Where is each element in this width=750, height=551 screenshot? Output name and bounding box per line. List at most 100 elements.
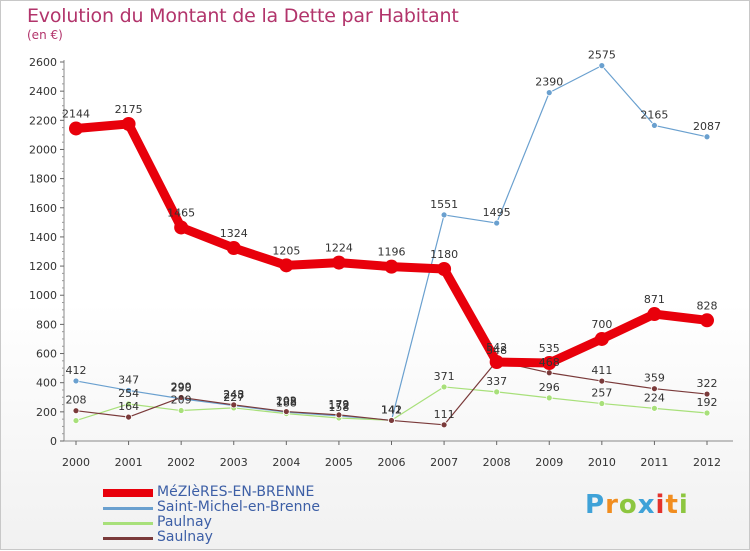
x-tick-label: 2008 xyxy=(483,456,511,469)
x-tick-label: 2012 xyxy=(693,456,721,469)
data-label: 542 xyxy=(486,341,507,354)
legend-swatch-saint-michel xyxy=(103,507,153,510)
x-tick-label: 2007 xyxy=(430,456,458,469)
data-point xyxy=(703,133,711,141)
proxiti-logo: Proxiti xyxy=(585,490,689,520)
data-point xyxy=(125,400,132,408)
data-label: 1551 xyxy=(430,198,458,211)
data-point xyxy=(542,356,557,371)
y-tick-label: 1000 xyxy=(29,289,57,302)
data-label: 371 xyxy=(434,370,455,383)
data-label: 2175 xyxy=(115,103,143,116)
data-label: 1180 xyxy=(430,248,458,261)
data-label: 548 xyxy=(486,344,507,357)
y-tick-label: 2200 xyxy=(29,114,57,127)
data-point xyxy=(72,377,80,385)
data-point xyxy=(125,413,132,421)
data-point xyxy=(489,354,504,369)
data-point xyxy=(384,259,399,274)
data-label: 411 xyxy=(591,364,612,377)
data-label: 208 xyxy=(66,394,87,407)
legend-swatch-mezieres xyxy=(103,489,153,497)
y-tick-label: 1600 xyxy=(29,202,57,215)
y-tick-label: 600 xyxy=(36,348,57,361)
data-point xyxy=(440,421,448,429)
data-point xyxy=(545,369,553,377)
data-label: 257 xyxy=(591,387,612,400)
x-tick-label: 2002 xyxy=(167,456,195,469)
data-label: 299 xyxy=(171,380,192,393)
x-tick-label: 2009 xyxy=(535,456,563,469)
data-label: 2144 xyxy=(62,107,90,120)
y-tick-label: 400 xyxy=(36,377,57,390)
data-point xyxy=(230,401,238,409)
data-point xyxy=(598,377,606,385)
data-point xyxy=(177,394,185,401)
data-label: 2575 xyxy=(588,49,616,62)
data-label: 412 xyxy=(66,364,87,377)
data-label: 1196 xyxy=(378,246,406,259)
logo-letter: t xyxy=(665,490,679,520)
data-point xyxy=(69,121,83,136)
chart-unit: (en €) xyxy=(27,28,63,42)
data-label: 1324 xyxy=(220,227,248,240)
data-label: 142 xyxy=(381,403,402,416)
data-label: 1224 xyxy=(325,242,353,255)
data-label: 359 xyxy=(644,372,665,385)
legend-label-mezieres: MéZIèRES-EN-BRENNE xyxy=(157,484,315,500)
legend-label-paulnay: Paulnay xyxy=(157,514,212,530)
data-label: 296 xyxy=(539,381,560,394)
data-point xyxy=(594,331,609,346)
data-point xyxy=(72,417,80,424)
data-label: 468 xyxy=(539,356,560,369)
data-label: 164 xyxy=(118,400,139,413)
data-point xyxy=(703,390,711,398)
data-label: 142 xyxy=(381,403,402,416)
data-label: 347 xyxy=(118,373,139,386)
legend-swatch-paulnay xyxy=(103,522,153,525)
x-tick-label: 2000 xyxy=(62,456,90,469)
data-point xyxy=(282,408,290,415)
data-point xyxy=(651,404,658,412)
data-label: 2390 xyxy=(535,76,563,89)
data-point xyxy=(651,122,658,129)
data-label: 1465 xyxy=(167,206,195,219)
data-point xyxy=(700,313,714,328)
data-label: 248 xyxy=(223,388,244,401)
data-point xyxy=(335,411,343,419)
y-tick-label: 2000 xyxy=(29,143,57,156)
data-point xyxy=(545,394,553,402)
data-point xyxy=(598,62,606,70)
series-line-1 xyxy=(75,65,708,421)
x-tick-label: 2001 xyxy=(115,456,143,469)
data-point xyxy=(545,89,553,97)
x-tick-label: 2005 xyxy=(325,456,353,469)
data-label: 192 xyxy=(697,396,718,409)
logo-letter: P xyxy=(585,490,606,520)
legend-label-saint-michel: Saint-Michel-en-Brenne xyxy=(157,499,320,515)
data-label: 179 xyxy=(328,398,349,411)
data-label: 209 xyxy=(171,394,192,407)
data-point xyxy=(279,258,294,273)
data-point xyxy=(440,211,448,219)
data-point xyxy=(226,241,241,256)
data-point xyxy=(651,385,658,393)
data-label: 1495 xyxy=(483,206,511,219)
x-tick-label: 2003 xyxy=(220,456,248,469)
data-label: 828 xyxy=(697,299,718,312)
legend-swatch-saulnay xyxy=(103,537,153,540)
y-tick-label: 0 xyxy=(50,435,57,448)
data-label: 2165 xyxy=(640,108,668,121)
y-tick-label: 800 xyxy=(36,318,57,331)
data-point xyxy=(493,219,501,227)
data-point xyxy=(121,116,136,131)
y-tick-label: 1200 xyxy=(29,260,57,273)
data-point xyxy=(598,400,606,407)
data-point xyxy=(437,261,452,276)
data-point xyxy=(703,409,711,417)
logo-letter: i xyxy=(678,490,689,520)
logo-letter: i xyxy=(655,490,666,520)
data-label: 198 xyxy=(276,395,297,408)
series-line-0 xyxy=(71,119,712,368)
